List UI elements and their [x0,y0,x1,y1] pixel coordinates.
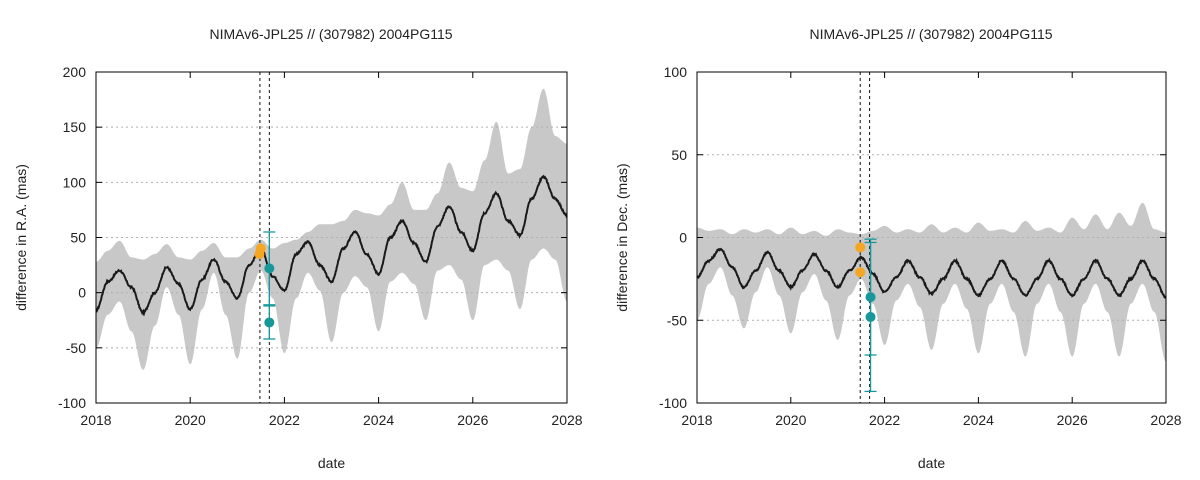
data-point-orange [855,267,866,278]
y-axis-label: difference in Dec. (mas) [614,163,630,311]
data-point-orange [254,249,265,260]
y-tick-label: 50 [671,147,687,163]
x-tick-label: 2022 [869,412,900,428]
x-tick-label: 2026 [457,412,488,428]
y-tick-label: 50 [70,230,86,246]
uncertainty-band [96,88,567,370]
x-tick-label: 2024 [363,412,394,428]
y-tick-label: -50 [66,340,86,356]
model-curve [697,247,1166,299]
x-tick-label: 2018 [80,412,111,428]
plot-area [96,72,567,403]
y-tick-label: 100 [664,64,688,80]
y-tick-label: 0 [78,285,86,301]
x-axis-label: date [918,455,945,471]
data-point-orange [855,242,866,253]
data-point-teal [264,263,275,274]
x-tick-label: 2020 [175,412,206,428]
y-tick-label: -100 [58,395,86,411]
chart-title: NIMAv6-JPL25 // (307982) 2004PG115 [809,26,1052,42]
x-tick-label: 2018 [681,412,712,428]
y-tick-label: -50 [667,312,687,328]
data-point-teal [865,311,876,322]
x-axis-label: date [318,455,345,471]
ra-panel: -100 -50 0 50 100 150 200 2018 2020 2022 2024 2026 2… [13,26,583,471]
data-point-teal [264,317,275,328]
x-tick-label: 2022 [269,412,300,428]
x-tick-label: 2024 [963,412,994,428]
x-tick-label: 2028 [551,412,582,428]
y-axis-label: difference in R.A. (mas) [13,164,29,311]
model-curve [96,174,567,317]
plot-area [697,72,1166,403]
x-tick-label: 2026 [1057,412,1088,428]
y-tick-label: 100 [63,174,87,190]
dec-panel: -100 -50 0 50 100 2018 2020 2022 2024 2026 2028 NIM… [614,26,1182,471]
y-tick-label: -100 [659,395,687,411]
y-tick-label: 200 [63,64,87,80]
x-tick-label: 2028 [1150,412,1181,428]
y-tick-label: 150 [63,119,87,135]
x-tick-label: 2020 [775,412,806,428]
uncertainty-band [697,202,1166,362]
chart-title: NIMAv6-JPL25 // (307982) 2004PG115 [209,26,452,42]
y-tick-label: 0 [679,230,687,246]
